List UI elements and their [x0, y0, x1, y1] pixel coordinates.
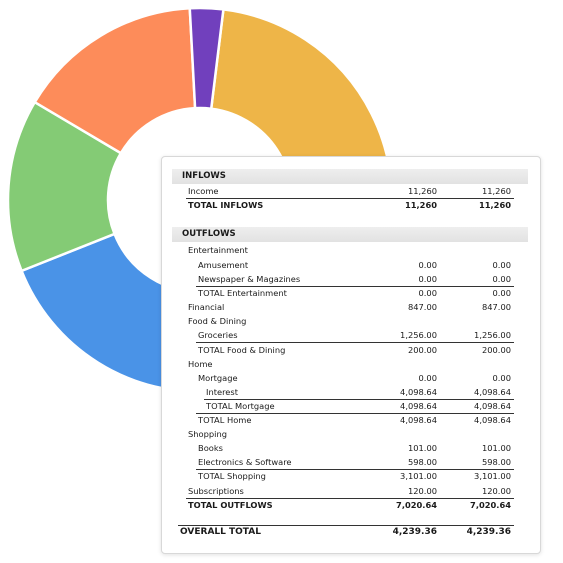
row-value-2: 4,098.64 — [474, 387, 511, 397]
row-value-1: 598.00 — [407, 457, 437, 467]
donut-segment — [6, 100, 123, 273]
row-value-1: 4,098.64 — [400, 415, 437, 425]
row-label: Books — [198, 443, 223, 453]
row-value-1: 200.00 — [407, 345, 437, 355]
row-label: Mortgage — [198, 373, 238, 383]
row-label: TOTAL Mortgage — [206, 401, 275, 411]
row-value-1: 0.00 — [418, 373, 437, 383]
row-value-1: 847.00 — [407, 302, 437, 312]
report-card: INFLOWS Income 11,260 11,260 TOTAL INFLO… — [161, 156, 541, 554]
row-label: Electronics & Software — [198, 457, 292, 467]
row-value-1: 1,256.00 — [400, 330, 437, 340]
row-value-2: 0.00 — [492, 288, 511, 298]
divider — [196, 286, 514, 287]
row-label: TOTAL Entertainment — [198, 288, 287, 298]
row-value-2: 200.00 — [481, 345, 511, 355]
divider — [186, 198, 514, 199]
row-value-2: 4,098.64 — [474, 415, 511, 425]
outflows-header: OUTFLOWS — [172, 227, 528, 242]
row-value-1: 0.00 — [418, 260, 437, 270]
row-value-1: 4,098.64 — [400, 401, 437, 411]
row-value-2: 0.00 — [492, 260, 511, 270]
row-value-1: 0.00 — [418, 274, 437, 284]
row-value-2: 4,098.64 — [474, 401, 511, 411]
row-label: TOTAL Food & Dining — [198, 345, 286, 355]
inflows-header: INFLOWS — [172, 169, 528, 184]
row-label: TOTAL INFLOWS — [188, 200, 264, 210]
row-label: TOTAL OUTFLOWS — [188, 500, 273, 510]
inflows-title: INFLOWS — [182, 171, 226, 181]
overall-total-label: OVERALL TOTAL — [180, 527, 261, 537]
row-value-2: 0.00 — [492, 274, 511, 284]
row-label: Food & Dining — [188, 316, 247, 326]
row-label: TOTAL Home — [198, 415, 252, 425]
row-value-2: 7,020.64 — [470, 500, 511, 510]
row-label: Subscriptions — [188, 486, 244, 496]
row-label: TOTAL Shopping — [198, 471, 266, 481]
row-label: Amusement — [198, 260, 249, 270]
row-value-2: 0.00 — [492, 373, 511, 383]
row-label: Newspaper & Magazines — [198, 274, 301, 284]
row-value-1: 120.00 — [407, 486, 437, 496]
row-label: Groceries — [198, 330, 238, 340]
overall-total-value-1: 4,239.36 — [392, 527, 437, 537]
row-value-2: 101.00 — [481, 443, 511, 453]
row-value-2: 11,260 — [478, 200, 511, 210]
row-value-1: 7,020.64 — [396, 500, 437, 510]
row-value-1: 101.00 — [407, 443, 437, 453]
row-label: Financial — [188, 302, 225, 312]
row-value-1: 0.00 — [418, 288, 437, 298]
row-value-2: 847.00 — [481, 302, 511, 312]
row-value-2: 120.00 — [481, 486, 511, 496]
row-label: Interest — [206, 387, 238, 397]
row-value-1: 11,260 — [407, 186, 437, 196]
divider — [196, 413, 514, 414]
outflows-title: OUTFLOWS — [182, 229, 236, 239]
row-value-2: 1,256.00 — [474, 330, 511, 340]
divider — [204, 399, 514, 400]
divider — [178, 525, 514, 526]
row-value-2: 598.00 — [481, 457, 511, 467]
row-value-1: 11,260 — [404, 200, 437, 210]
donut-segment — [188, 6, 225, 111]
row-value-2: 11,260 — [481, 186, 511, 196]
row-value-2: 3,101.00 — [474, 471, 511, 481]
divider — [196, 342, 514, 343]
divider — [196, 469, 514, 470]
row-label: Shopping — [188, 429, 227, 439]
overall-total-value-2: 4,239.36 — [466, 527, 511, 537]
row-label: Entertainment — [188, 245, 248, 255]
donut-segment — [33, 6, 197, 155]
row-value-1: 4,098.64 — [400, 387, 437, 397]
row-label: Home — [188, 359, 213, 369]
row-value-1: 3,101.00 — [400, 471, 437, 481]
divider — [186, 498, 514, 499]
row-label: Income — [188, 186, 219, 196]
